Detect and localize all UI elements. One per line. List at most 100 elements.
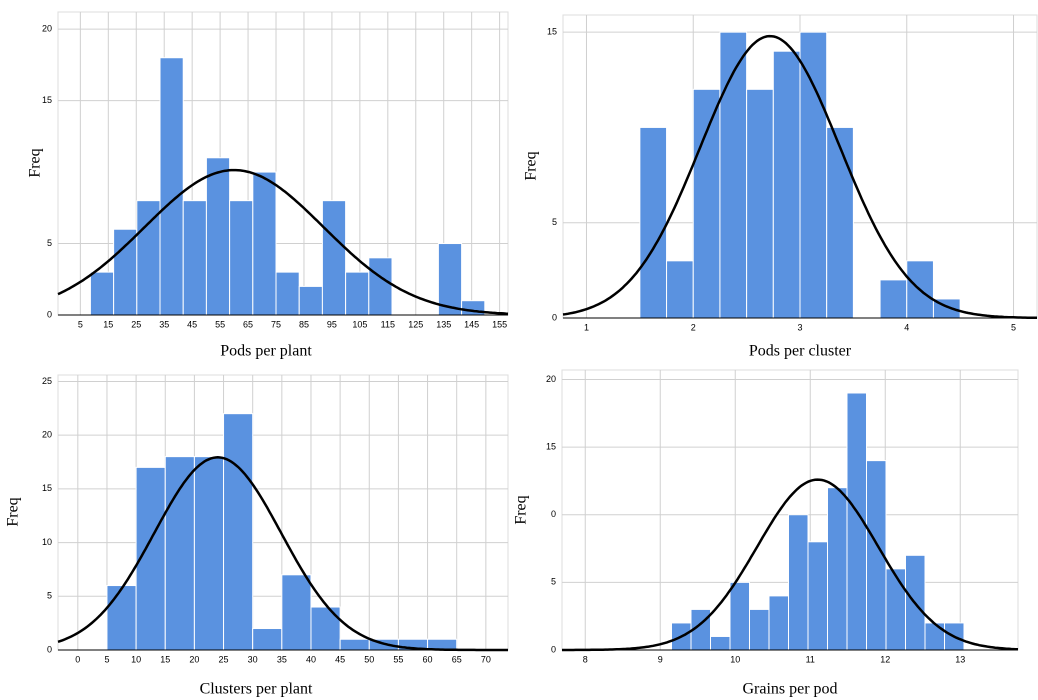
- bar: [193, 456, 225, 651]
- y-axis-title: Freq: [5, 497, 22, 526]
- x-tick-label: 10: [730, 654, 740, 664]
- x-tick-label: 55: [393, 654, 403, 664]
- x-tick-label: 10: [131, 654, 141, 664]
- bar: [298, 285, 323, 316]
- bar: [113, 228, 138, 316]
- x-tick-label: 60: [423, 654, 433, 664]
- y-axis-title: Freq: [523, 151, 540, 180]
- x-tick-label: 5: [78, 319, 83, 329]
- x-tick-label: 35: [159, 319, 169, 329]
- bar: [205, 157, 231, 316]
- y-axis-title: Freq: [27, 148, 44, 177]
- y-tick-label: 20: [42, 430, 52, 440]
- x-tick-label: 4: [904, 322, 909, 332]
- x-tick-label: 45: [187, 319, 197, 329]
- y-tick-label: 15: [547, 27, 557, 37]
- normal-curve: [562, 34, 1037, 320]
- x-tick-label: 65: [243, 319, 253, 329]
- bar: [719, 31, 748, 319]
- x-tick-label: 155: [492, 319, 507, 329]
- histogram-panel: 1 2 3 4 5 0 5 15 Freq Pods per cluster: [523, 14, 1038, 360]
- x-tick-label: 13: [955, 654, 965, 664]
- x-axis-title: Pods per cluster: [749, 343, 852, 360]
- x-tick-label: 5: [1011, 322, 1016, 332]
- x-tick-label: 0: [75, 654, 80, 664]
- x-tick-label: 2: [691, 322, 696, 332]
- y-tick-label: 20: [42, 24, 52, 34]
- x-tick-label: 3: [797, 322, 802, 332]
- bar: [746, 88, 774, 319]
- y-tick-label: 25: [42, 376, 52, 386]
- bar: [768, 595, 789, 651]
- bar: [368, 257, 393, 316]
- bar: [275, 271, 300, 316]
- y-tick-label: 15: [546, 441, 556, 451]
- y-tick-label: 0: [47, 309, 52, 319]
- histogram-panel: 8 9 10 11 12 13 0 5 0 15 20 Freq Grains per pod: [513, 369, 1019, 698]
- x-tick-label: 40: [306, 654, 316, 664]
- bar: [799, 31, 828, 319]
- bar: [345, 271, 370, 316]
- bar: [159, 57, 184, 316]
- bar: [252, 628, 283, 651]
- x-tick-label: 1: [584, 322, 589, 332]
- x-tick-label: 50: [364, 654, 374, 664]
- bar: [827, 487, 848, 651]
- x-tick-label: 15: [103, 319, 113, 329]
- bar: [788, 514, 809, 651]
- y-tick-label: 15: [42, 95, 52, 105]
- x-tick-label: 70: [481, 654, 491, 664]
- bar: [223, 413, 254, 651]
- bar: [924, 622, 945, 651]
- bar: [879, 279, 908, 319]
- x-tick-label: 12: [880, 654, 890, 664]
- bar: [252, 171, 277, 316]
- y-tick-label: 0: [551, 644, 556, 654]
- bar: [136, 200, 161, 316]
- x-tick-label: 45: [335, 654, 345, 664]
- y-tick-label: 5: [47, 591, 52, 601]
- x-tick-label: 75: [271, 319, 281, 329]
- x-tick-label: 30: [248, 654, 258, 664]
- x-tick-label: 125: [408, 319, 423, 329]
- y-axis-title: Freq: [513, 495, 530, 524]
- y-tick-label: 15: [42, 483, 52, 493]
- x-tick-label: 95: [327, 319, 337, 329]
- x-tick-label: 20: [189, 654, 199, 664]
- y-tick-label: 0: [47, 644, 52, 654]
- y-tick-label: 10: [42, 537, 52, 547]
- bar: [710, 635, 731, 651]
- bar: [666, 260, 694, 319]
- histogram-panel: 0 5 10 15 20 25 30 35 40 45 50 55 60 65 70 0 5 10 15 20 25 Fr…: [5, 374, 509, 698]
- bar: [229, 200, 254, 316]
- bar: [89, 271, 115, 316]
- x-tick-label: 25: [219, 654, 229, 664]
- x-tick-label: 9: [658, 654, 663, 664]
- y-tick-label: 5: [47, 238, 52, 248]
- bar: [826, 126, 854, 319]
- bar: [339, 638, 370, 651]
- x-axis-title: Pods per plant: [220, 343, 312, 360]
- x-tick-label: 105: [352, 319, 367, 329]
- y-tick-label: 0: [551, 509, 556, 519]
- bar: [321, 200, 347, 316]
- x-tick-label: 55: [215, 319, 225, 329]
- bar: [772, 50, 801, 319]
- bar: [164, 456, 195, 651]
- bar: [692, 88, 721, 319]
- x-tick-label: 25: [131, 319, 141, 329]
- x-tick-label: 15: [160, 654, 170, 664]
- normal-curve: [562, 478, 1019, 652]
- normal-curve: [57, 456, 508, 652]
- y-tick-label: 5: [552, 217, 557, 227]
- x-tick-label: 11: [806, 654, 815, 664]
- x-tick-label: 65: [452, 654, 462, 664]
- bar: [729, 581, 750, 651]
- x-tick-label: 8: [583, 654, 588, 664]
- y-tick-label: 20: [546, 374, 556, 384]
- x-tick-label: 145: [464, 319, 479, 329]
- x-tick-label: 5: [104, 654, 109, 664]
- bar: [639, 126, 668, 319]
- bar: [807, 541, 828, 651]
